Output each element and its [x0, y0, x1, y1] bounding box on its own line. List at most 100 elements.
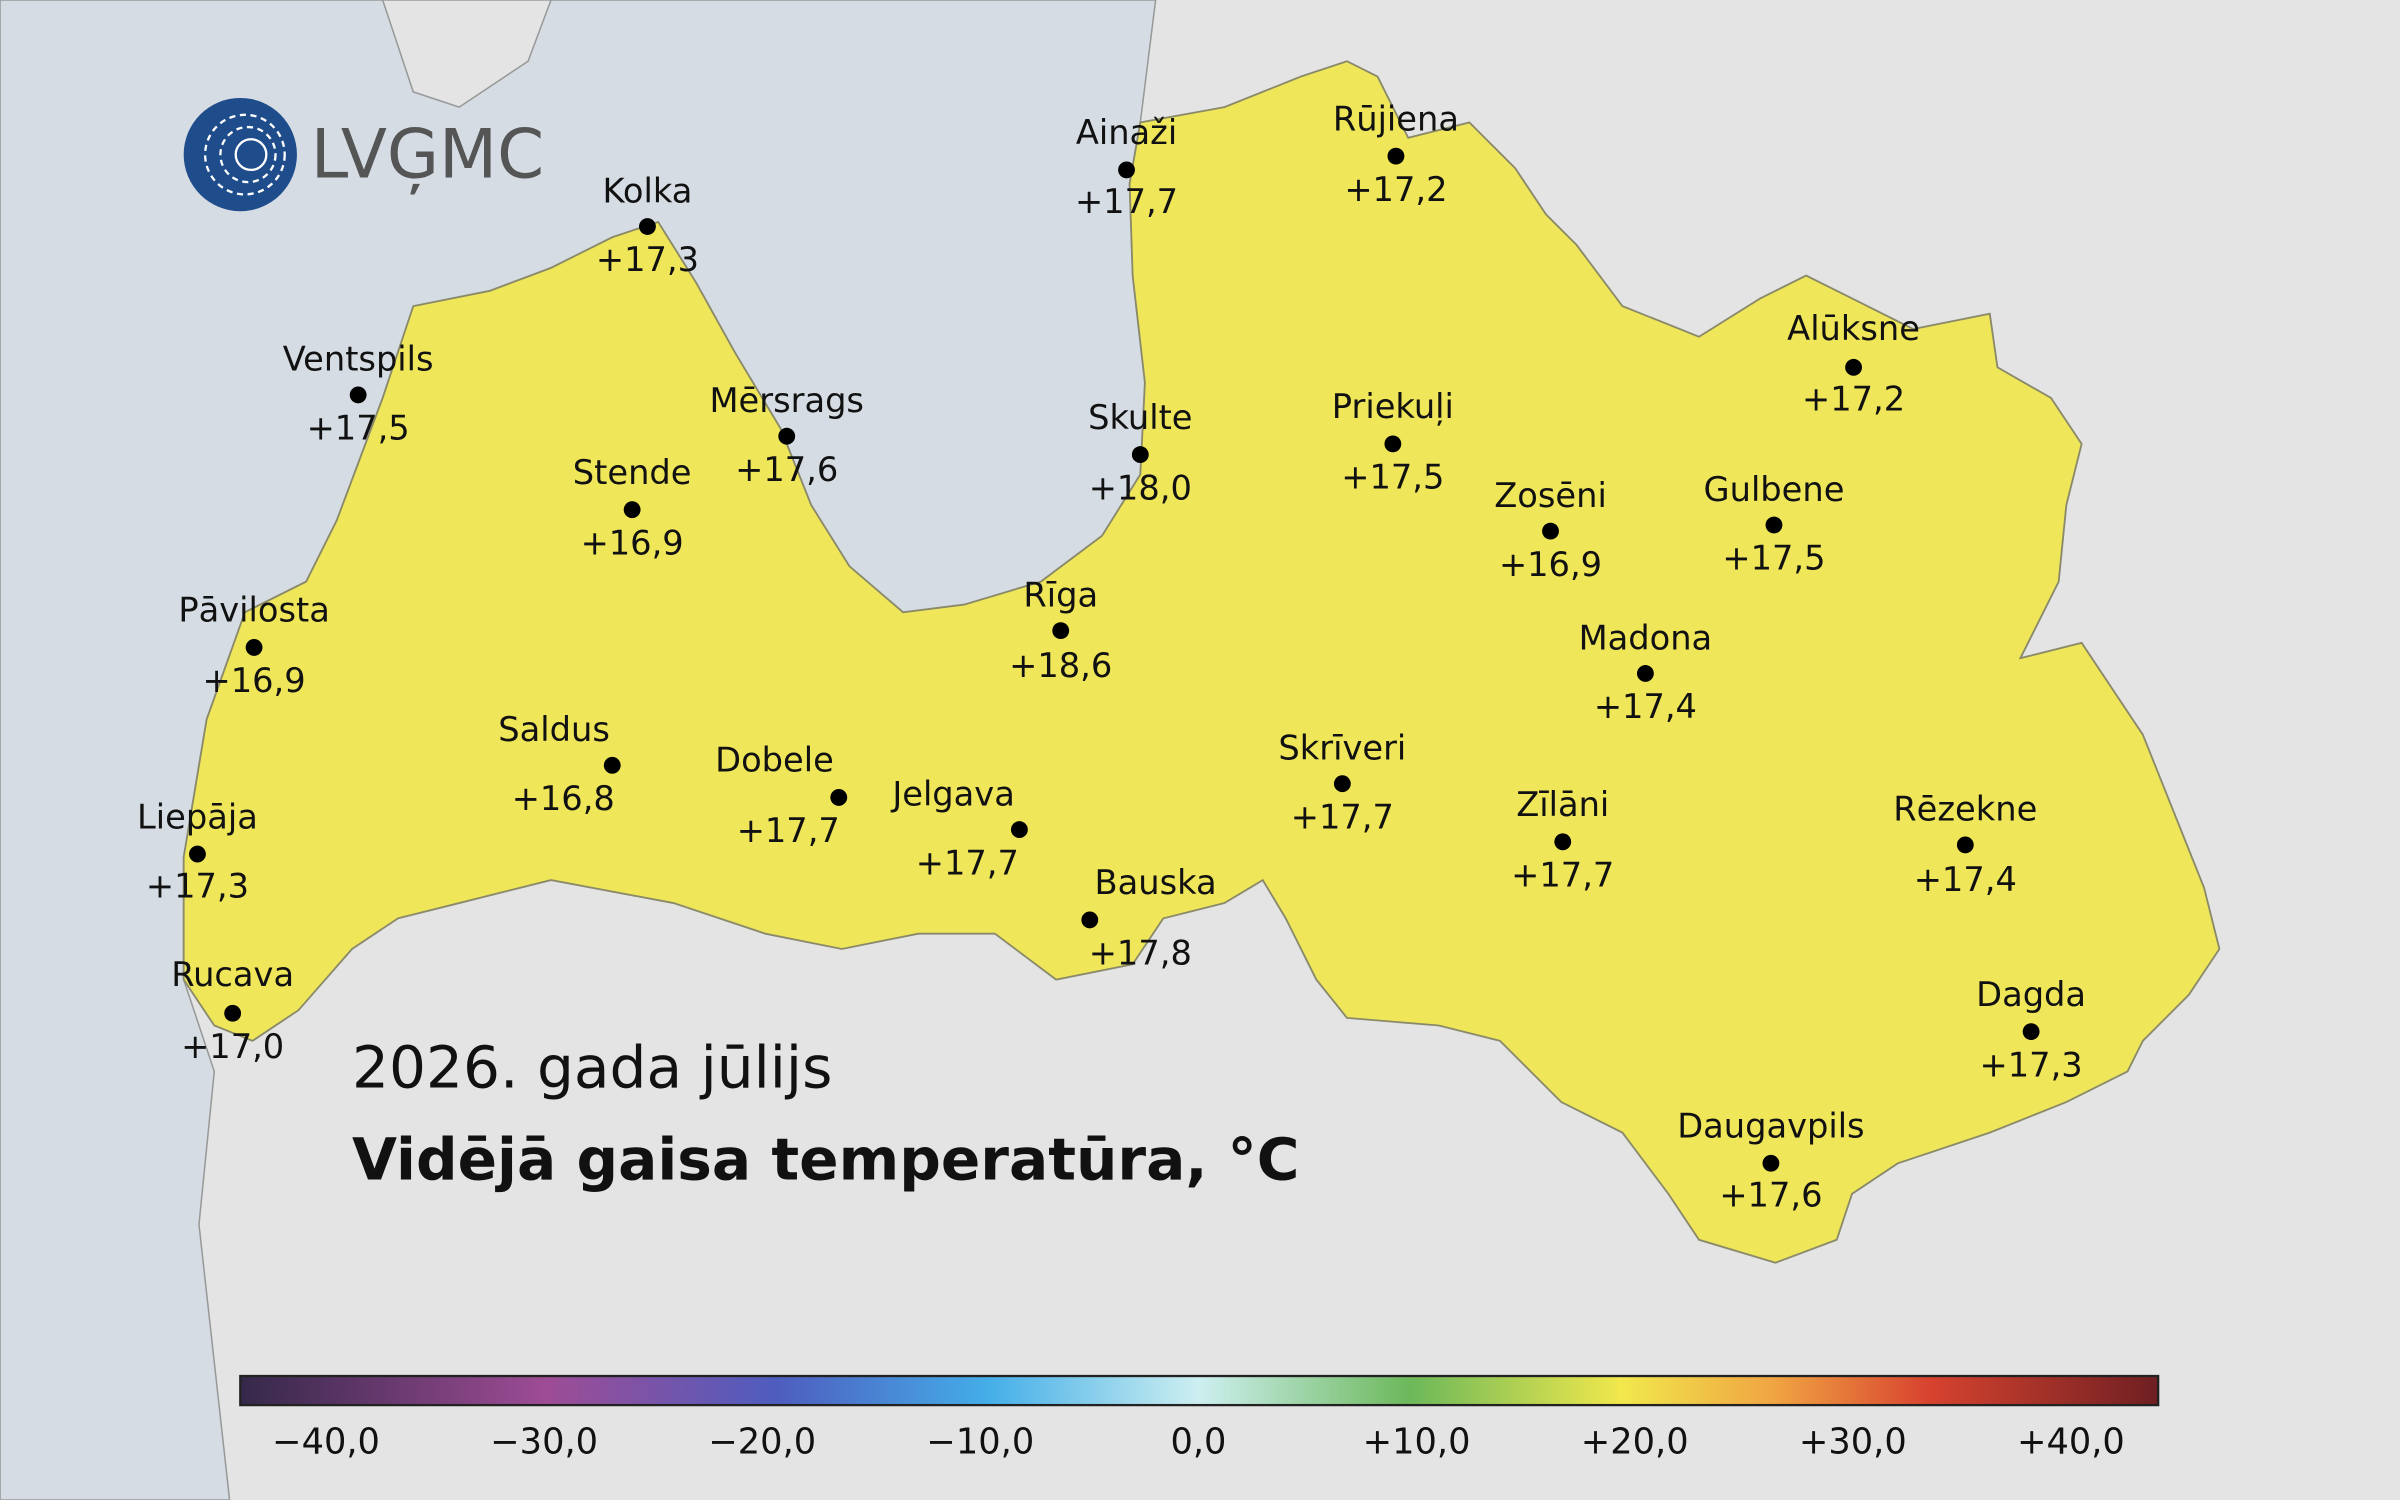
station-value: +17,4 — [1594, 687, 1697, 726]
station-dot — [1131, 446, 1149, 464]
station: Rucava +17,0 — [171, 955, 294, 1066]
station-name: Kolka — [603, 171, 693, 210]
station-name: Liepāja — [137, 797, 258, 836]
station-dot — [1845, 358, 1862, 376]
station-value: +17,7 — [916, 843, 1019, 882]
station-dot — [1542, 522, 1559, 540]
latvia — [182, 60, 2221, 1264]
station-dot — [1765, 516, 1783, 534]
station-dot — [1052, 622, 1070, 640]
station-dot — [1010, 821, 1028, 839]
station: Alūksne +17,2 — [1787, 309, 1920, 418]
station: Ainaži +17,7 — [1075, 113, 1178, 221]
station-value: +17,0 — [181, 1027, 284, 1066]
station-name: Mērsrags — [709, 381, 863, 420]
station-value: +17,6 — [735, 450, 838, 489]
station-value: +17,3 — [146, 866, 249, 905]
colorbar-tick-label: 0,0 — [1170, 1421, 1226, 1462]
station: Dobele +17,7 — [715, 741, 848, 850]
station-value: +16,8 — [512, 779, 615, 818]
logo-text: LVĢMC — [311, 115, 544, 195]
station-dot — [1554, 833, 1572, 851]
subtitle: Vidējā gaisa temperatūra, °C — [352, 1125, 1299, 1193]
station: Rūjiena +17,2 — [1333, 99, 1459, 208]
station-value: +17,7 — [1291, 797, 1394, 836]
station-dot — [1384, 435, 1402, 453]
station: Kolka +17,3 — [596, 171, 699, 279]
station-value: +17,6 — [1719, 1175, 1822, 1214]
station: Gulbene +17,5 — [1704, 470, 1845, 578]
station: Saldus +16,8 — [498, 710, 621, 818]
station-value: +17,8 — [1089, 934, 1192, 973]
station: Mērsrags +17,6 — [709, 381, 863, 489]
station-name: Rēzekne — [1893, 790, 2037, 829]
station-name: Zosēni — [1494, 476, 1607, 515]
station-name: Daugavpils — [1677, 1107, 1864, 1146]
station-value: +17,5 — [307, 409, 410, 448]
station-dot — [623, 501, 641, 519]
station-name: Gulbene — [1704, 470, 1845, 509]
station-name: Bauska — [1095, 863, 1217, 902]
station: Bauska +17,8 — [1081, 863, 1217, 973]
colorbar-tick-label: +40,0 — [2017, 1421, 2125, 1462]
logo-mark — [183, 97, 297, 212]
station-value: +18,6 — [1009, 646, 1112, 685]
station-value: +17,2 — [1344, 170, 1447, 209]
station-dot — [639, 218, 656, 235]
colorbar-tick-label: −30,0 — [490, 1421, 598, 1462]
station-dot — [603, 756, 621, 774]
colorbar-tick-label: +10,0 — [1363, 1421, 1471, 1462]
station-value: +17,3 — [596, 240, 699, 279]
station: Stende +16,9 — [573, 453, 692, 562]
station-name: Dagda — [1976, 975, 2086, 1014]
station-value: +16,9 — [203, 661, 306, 700]
logo: LVĢMC — [183, 97, 544, 212]
station-name: Rūjiena — [1333, 99, 1459, 138]
station-dot — [1081, 911, 1099, 929]
station-value: +18,0 — [1089, 468, 1192, 507]
station-value: +17,3 — [1980, 1045, 2083, 1084]
station-value: +16,9 — [1499, 545, 1602, 584]
station-dot — [224, 1004, 242, 1022]
station: Pāvilosta +16,9 — [178, 591, 330, 700]
station-name: Stende — [573, 453, 692, 492]
station: Madona +17,4 — [1579, 618, 1713, 726]
station-dot — [1387, 147, 1405, 165]
station: Priekuļi +17,5 — [1332, 387, 1454, 496]
colorbar-tick-label: −20,0 — [708, 1421, 816, 1462]
station: Skulte +18,0 — [1088, 398, 1192, 507]
station-name: Saldus — [498, 710, 610, 749]
station-dot — [189, 845, 206, 863]
station-value: +17,5 — [1722, 539, 1825, 578]
station-name: Ainaži — [1076, 113, 1177, 152]
station-name: Skrīveri — [1278, 729, 1406, 768]
station-value: +17,7 — [1511, 856, 1614, 895]
station-name: Pāvilosta — [178, 591, 330, 630]
colorbar-tick-label: +20,0 — [1581, 1421, 1689, 1462]
station-value: +17,7 — [1075, 182, 1178, 221]
station-dot — [830, 789, 848, 806]
station: Dagda +17,3 — [1976, 975, 2086, 1084]
station: Daugavpils +17,6 — [1677, 1107, 1864, 1215]
stations: Kolka +17,3 Ventspils +17,5 Mērsrags +17,6 Ste… — [137, 99, 2086, 1214]
station-name: Rīga — [1023, 575, 1098, 614]
station: Skrīveri +17,7 — [1278, 729, 1406, 837]
island — [381, 0, 552, 108]
station: Jelgava +17,7 — [890, 774, 1028, 882]
colorbar — [239, 1374, 2160, 1407]
station-dot — [349, 386, 367, 404]
station: Rēzekne +17,4 — [1893, 790, 2037, 899]
station-name: Ventspils — [283, 340, 434, 379]
station-dot — [1333, 775, 1351, 793]
station: Ventspils +17,5 — [283, 340, 434, 448]
station-name: Zīlāni — [1516, 785, 1609, 824]
station: Liepāja +17,3 — [137, 797, 258, 905]
station-dot — [778, 427, 796, 445]
station-name: Jelgava — [890, 774, 1015, 813]
station-name: Priekuļi — [1332, 387, 1454, 426]
station-name: Skulte — [1088, 398, 1192, 437]
colorbar-tick-label: −10,0 — [926, 1421, 1034, 1462]
station-value: +17,7 — [737, 811, 840, 850]
station-dot — [1118, 161, 1135, 179]
